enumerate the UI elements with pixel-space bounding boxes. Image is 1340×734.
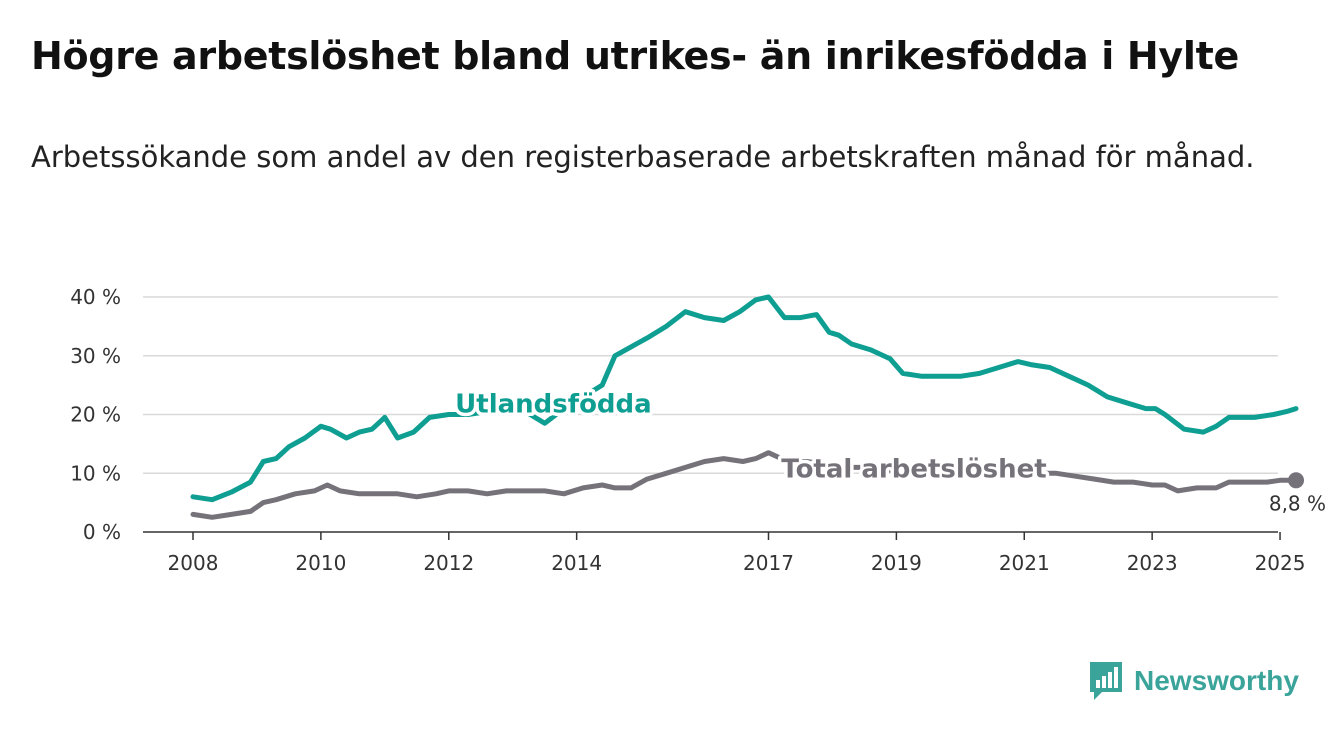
newsworthy-logo-icon <box>1090 662 1122 700</box>
y-tick-label: 20 % <box>70 403 121 427</box>
y-tick-label: 40 % <box>70 285 121 309</box>
grid-lines <box>143 296 1278 474</box>
x-tick-label: 2012 <box>423 551 474 575</box>
series-labels: Utlandsfödda Total arbetslöshet 8,8 % <box>452 386 1326 515</box>
x-tick-label: 2008 <box>168 551 219 575</box>
y-tick-label: 0 % <box>83 520 121 544</box>
series-layer <box>190 294 1305 520</box>
y-tick-label: 30 % <box>70 344 121 368</box>
x-tick-label: 2025 <box>1255 551 1306 575</box>
series-line-utlandsfodda <box>190 294 1299 503</box>
end-point-marker <box>1288 472 1305 489</box>
newsworthy-brand[interactable]: Newsworthy <box>1088 660 1299 702</box>
end-value-label: 8,8 % <box>1269 491 1326 515</box>
series-label-total: Total arbetslöshet <box>781 454 1046 484</box>
x-tick-label: 2010 <box>295 551 346 575</box>
chart-title: Högre arbetslöshet bland utrikes- än inr… <box>31 34 1239 78</box>
chart-subtitle: Arbetssökande som andel av den registerb… <box>31 140 1255 174</box>
x-tick-label: 2014 <box>551 551 602 575</box>
x-tick-label: 2023 <box>1127 551 1178 575</box>
series-label-utlandsfodda: Utlandsfödda <box>455 390 652 420</box>
brand-name: Newsworthy <box>1134 665 1299 696</box>
series-line-total <box>190 450 1299 520</box>
y-tick-label: 10 % <box>70 461 121 485</box>
x-tick-label: 2017 <box>743 551 794 575</box>
x-tick-label: 2019 <box>871 551 922 575</box>
x-tick-label: 2021 <box>999 551 1050 575</box>
axes: 0 % 10 % 20 % 30 % 40 % 2008 2010 2012 2014 2017 2… <box>70 285 1305 575</box>
